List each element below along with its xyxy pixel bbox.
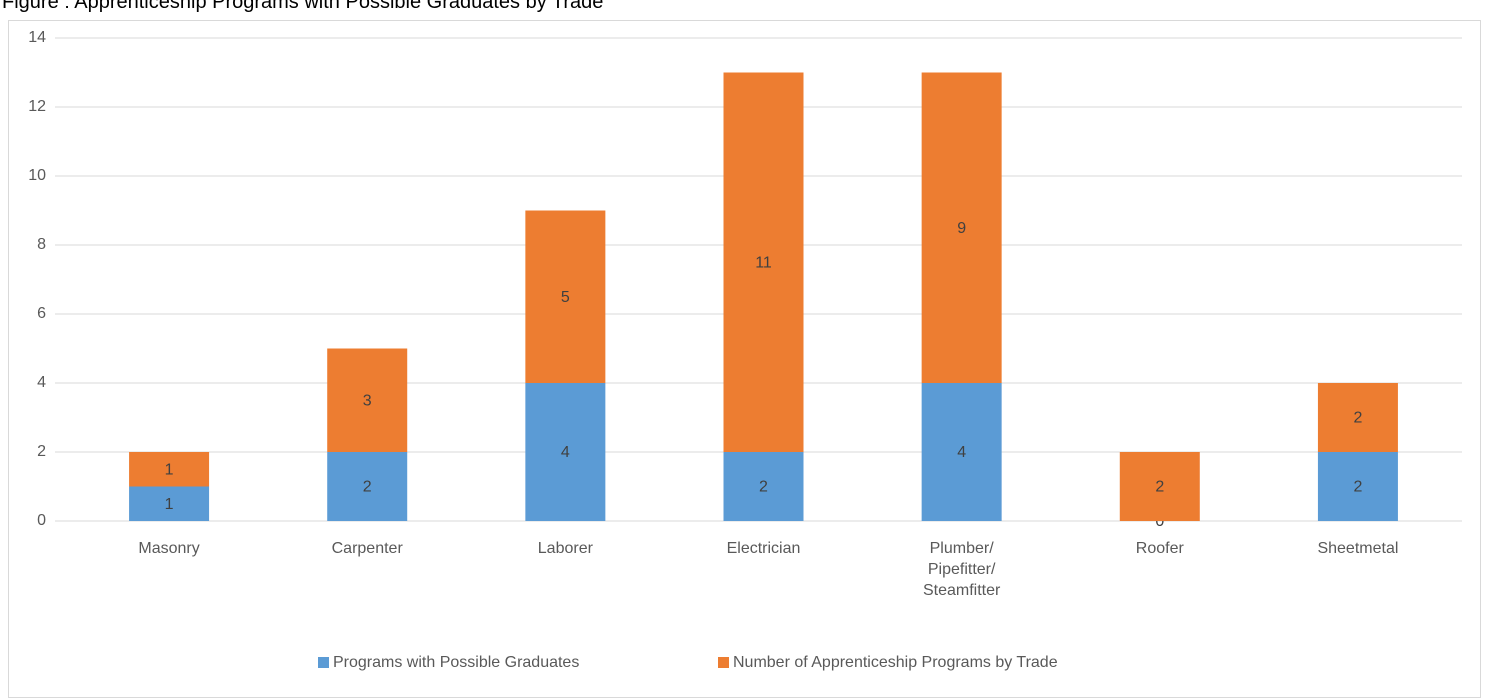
y-tick-label: 8 bbox=[37, 236, 46, 253]
data-label: 2 bbox=[1353, 479, 1362, 496]
bar-segment bbox=[327, 348, 408, 452]
data-label: 2 bbox=[363, 479, 372, 496]
data-label: 2 bbox=[1353, 410, 1362, 427]
legend-label: Programs with Possible Graduates bbox=[333, 654, 579, 671]
x-tick-label: Roofer bbox=[1135, 540, 1184, 557]
legend-swatch bbox=[318, 657, 329, 668]
y-tick-label: 14 bbox=[28, 29, 46, 46]
data-label: 11 bbox=[755, 254, 772, 271]
x-tick-label: Sheetmetal bbox=[1317, 540, 1399, 557]
bar-segment bbox=[525, 383, 606, 521]
x-tick-label: Masonry bbox=[138, 540, 200, 557]
bar-segment bbox=[327, 452, 408, 521]
bar-segment bbox=[1317, 452, 1398, 521]
y-tick-label: 4 bbox=[37, 374, 46, 391]
data-label: 2 bbox=[1155, 479, 1164, 496]
data-label: 1 bbox=[165, 496, 174, 513]
data-label: 4 bbox=[561, 444, 570, 461]
data-label: 0 bbox=[1155, 513, 1164, 530]
data-label: 1 bbox=[165, 461, 174, 478]
x-tick-label: Laborer bbox=[537, 540, 593, 557]
bar-segment bbox=[129, 452, 210, 487]
bar-segment bbox=[723, 72, 804, 452]
legend-swatch bbox=[718, 657, 729, 668]
bar-segment bbox=[921, 383, 1002, 521]
x-tick-label: Electrician bbox=[726, 540, 801, 557]
bar-segment bbox=[525, 210, 606, 383]
x-tick-label: Plumber/ Pipefitter/ Steamfitter bbox=[922, 540, 1001, 599]
legend-label: Number of Apprenticeship Programs by Tra… bbox=[733, 654, 1058, 671]
bar-segment bbox=[921, 72, 1002, 383]
data-label: 3 bbox=[363, 392, 372, 409]
y-tick-label: 10 bbox=[28, 167, 46, 184]
data-label: 9 bbox=[957, 220, 966, 237]
data-label: 2 bbox=[759, 479, 768, 496]
bar-segment bbox=[1317, 383, 1398, 452]
bar-segment bbox=[129, 486, 210, 521]
bar-segment bbox=[723, 452, 804, 521]
chart-title: Figure : Apprenticeship Programs with Po… bbox=[2, 0, 604, 13]
y-tick-label: 6 bbox=[37, 305, 46, 322]
x-tick-label: Carpenter bbox=[331, 540, 403, 557]
y-tick-label: 0 bbox=[37, 512, 46, 529]
bar-segment bbox=[1119, 452, 1200, 521]
data-label: 4 bbox=[957, 444, 966, 461]
data-label: 5 bbox=[561, 289, 570, 306]
y-tick-label: 12 bbox=[28, 98, 46, 115]
y-tick-label: 2 bbox=[37, 443, 46, 460]
